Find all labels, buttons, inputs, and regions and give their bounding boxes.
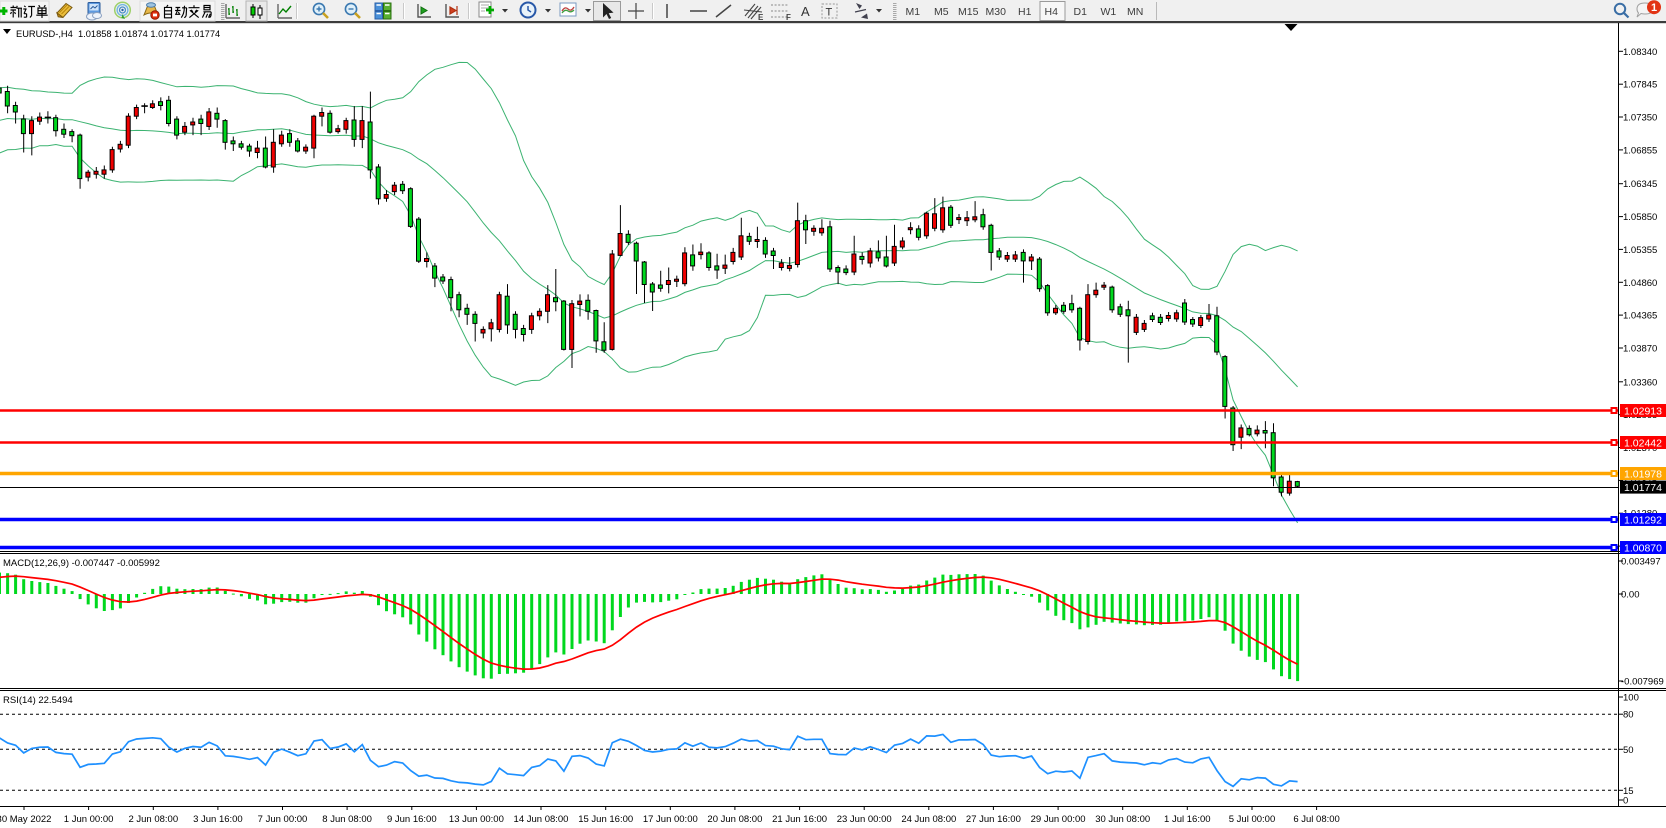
svg-text:0.003497: 0.003497 [1621, 557, 1661, 568]
svg-text:1.05850: 1.05850 [1623, 212, 1657, 223]
svg-text:14 Jun 08:00: 14 Jun 08:00 [514, 814, 569, 825]
svg-text:1.01292: 1.01292 [1624, 514, 1662, 526]
svg-text:1.03870: 1.03870 [1623, 344, 1657, 355]
svg-text:7 Jun 00:00: 7 Jun 00:00 [258, 814, 308, 825]
svg-text:15 Jun 16:00: 15 Jun 16:00 [578, 814, 633, 825]
svg-text:15: 15 [1623, 786, 1634, 797]
svg-text:6 Jul 08:00: 6 Jul 08:00 [1293, 814, 1339, 825]
svg-text:T: T [826, 7, 833, 19]
svg-text:W1: W1 [1101, 6, 1117, 18]
svg-text:MN: MN [1127, 6, 1143, 18]
svg-text:D1: D1 [1074, 6, 1088, 18]
svg-text:1.06345: 1.06345 [1623, 179, 1657, 190]
svg-text:-0.007969: -0.007969 [1621, 677, 1664, 688]
svg-text:5 Jul 00:00: 5 Jul 00:00 [1229, 814, 1275, 825]
svg-text:1.02442: 1.02442 [1624, 437, 1662, 449]
svg-text:80: 80 [1623, 710, 1634, 721]
svg-text:0.00: 0.00 [1621, 590, 1640, 601]
svg-text:1.07350: 1.07350 [1623, 113, 1657, 124]
svg-text:1.08340: 1.08340 [1623, 47, 1657, 58]
svg-text:1.04365: 1.04365 [1623, 311, 1657, 322]
svg-text:M30: M30 [986, 6, 1007, 18]
svg-text:24 Jun 08:00: 24 Jun 08:00 [901, 814, 956, 825]
svg-text:2 Jun 08:00: 2 Jun 08:00 [128, 814, 178, 825]
svg-text:1.07845: 1.07845 [1623, 80, 1657, 91]
svg-text:30 Jun 08:00: 30 Jun 08:00 [1095, 814, 1150, 825]
svg-text:A: A [801, 4, 810, 19]
svg-text:1.04860: 1.04860 [1623, 278, 1657, 289]
svg-text:H1: H1 [1018, 6, 1032, 18]
svg-text:21 Jun 16:00: 21 Jun 16:00 [772, 814, 827, 825]
svg-text:100: 100 [1623, 693, 1639, 704]
svg-text:1.05355: 1.05355 [1623, 245, 1657, 256]
svg-text:17 Jun 00:00: 17 Jun 00:00 [643, 814, 698, 825]
svg-text:20 Jun 08:00: 20 Jun 08:00 [707, 814, 762, 825]
svg-text:F: F [786, 13, 791, 22]
svg-text:1.02913: 1.02913 [1624, 405, 1662, 417]
svg-text:23 Jun 00:00: 23 Jun 00:00 [837, 814, 892, 825]
svg-text:50: 50 [1623, 745, 1634, 756]
svg-text:M1: M1 [906, 6, 921, 18]
svg-text:RSI(14) 22.5494: RSI(14) 22.5494 [3, 695, 73, 706]
svg-text:M15: M15 [958, 6, 979, 18]
svg-text:1.01774: 1.01774 [1624, 482, 1662, 494]
svg-text:1.00870: 1.00870 [1624, 542, 1662, 554]
svg-text:30 May 2022: 30 May 2022 [0, 814, 51, 825]
svg-text:MACD(12,26,9) -0.007447 -0.005: MACD(12,26,9) -0.007447 -0.005992 [3, 558, 160, 569]
svg-text:1: 1 [1651, 2, 1657, 14]
svg-text:0: 0 [1623, 796, 1628, 807]
svg-text:EURUSD-,H4 1.01858 1.01874 1.: EURUSD-,H4 1.01858 1.01874 1.01774 1.017… [16, 29, 220, 39]
svg-text:8 Jun 08:00: 8 Jun 08:00 [322, 814, 372, 825]
svg-text:E: E [758, 13, 764, 22]
svg-text:13 Jun 00:00: 13 Jun 00:00 [449, 814, 504, 825]
svg-text:1.03360: 1.03360 [1623, 377, 1657, 388]
svg-text:1 Jul 16:00: 1 Jul 16:00 [1164, 814, 1210, 825]
svg-text:1 Jun 00:00: 1 Jun 00:00 [64, 814, 114, 825]
svg-text:1.06855: 1.06855 [1623, 145, 1657, 156]
svg-text:9 Jun 16:00: 9 Jun 16:00 [387, 814, 437, 825]
svg-text:H4: H4 [1045, 6, 1059, 18]
svg-text:M5: M5 [934, 6, 949, 18]
svg-text:3 Jun 16:00: 3 Jun 16:00 [193, 814, 243, 825]
svg-text:27 Jun 16:00: 27 Jun 16:00 [966, 814, 1021, 825]
svg-text:1.01978: 1.01978 [1624, 468, 1662, 480]
svg-text:29 Jun 00:00: 29 Jun 00:00 [1031, 814, 1086, 825]
